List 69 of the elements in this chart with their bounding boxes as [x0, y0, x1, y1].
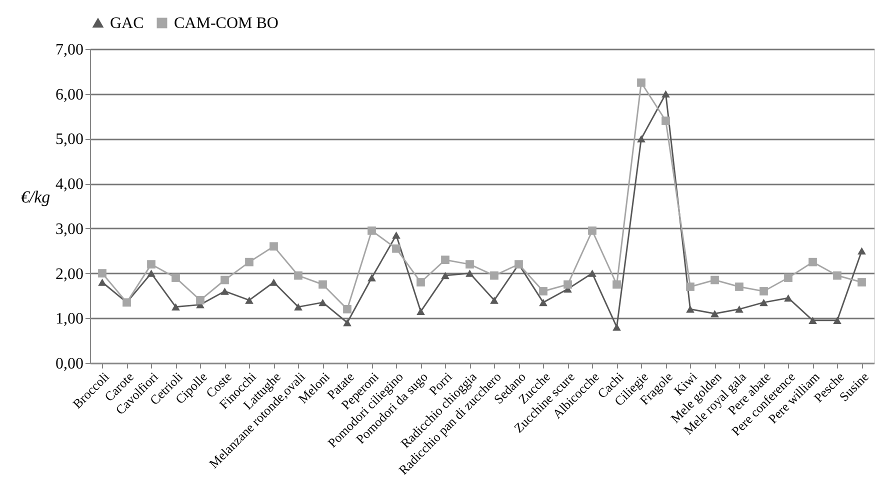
y-tick-label: 1,00	[56, 310, 84, 328]
y-tick-label: 7,00	[56, 42, 84, 58]
point	[833, 316, 842, 324]
point	[270, 242, 278, 251]
point	[441, 272, 450, 280]
point	[343, 304, 352, 314]
point	[490, 271, 498, 280]
point	[564, 280, 572, 289]
point	[760, 287, 768, 296]
point	[539, 287, 548, 296]
point	[612, 280, 621, 289]
point	[441, 256, 450, 264]
point	[147, 270, 156, 277]
point	[245, 258, 254, 266]
point	[220, 276, 229, 284]
point	[588, 270, 596, 277]
y-tick-label: 0,00	[56, 356, 84, 372]
point	[612, 323, 621, 331]
point	[98, 269, 106, 278]
point	[98, 278, 106, 286]
point	[416, 278, 425, 286]
point	[172, 303, 180, 311]
point	[858, 278, 866, 286]
point	[710, 276, 719, 284]
point	[490, 296, 498, 304]
point	[294, 303, 302, 311]
y-tick-label: 4,00	[56, 176, 84, 194]
point	[858, 247, 866, 254]
point	[662, 90, 670, 98]
point	[392, 244, 400, 253]
point	[760, 298, 768, 306]
point	[784, 274, 792, 282]
point	[220, 288, 229, 295]
point	[147, 260, 156, 268]
point	[466, 270, 474, 277]
point	[172, 274, 180, 282]
point	[539, 298, 548, 306]
y-tick-label: 6,00	[56, 86, 84, 104]
point	[637, 78, 646, 87]
legend-label: GAC	[110, 15, 144, 32]
point	[368, 274, 376, 282]
point	[686, 306, 694, 313]
point	[245, 296, 254, 304]
point	[735, 306, 744, 313]
y-tick-label: 2,00	[56, 266, 84, 283]
point	[318, 280, 327, 289]
point	[808, 258, 817, 266]
point	[196, 296, 204, 304]
point	[735, 282, 744, 291]
point	[784, 294, 792, 302]
y-tick-label: 3,00	[56, 220, 84, 238]
point	[318, 298, 327, 306]
point	[466, 260, 474, 268]
point	[270, 278, 278, 286]
point	[637, 135, 646, 142]
point	[808, 316, 817, 324]
point	[343, 319, 352, 326]
point	[662, 116, 670, 125]
legend-label: CAM-COM BO	[174, 15, 278, 32]
point	[392, 232, 400, 239]
y-axis-title: €/kg	[20, 188, 50, 206]
point	[416, 308, 425, 316]
point	[368, 226, 376, 235]
point	[833, 271, 842, 280]
point	[710, 310, 719, 318]
point	[294, 271, 302, 280]
point	[686, 282, 694, 291]
y-tick-label: 5,00	[56, 131, 84, 148]
point	[588, 226, 596, 235]
